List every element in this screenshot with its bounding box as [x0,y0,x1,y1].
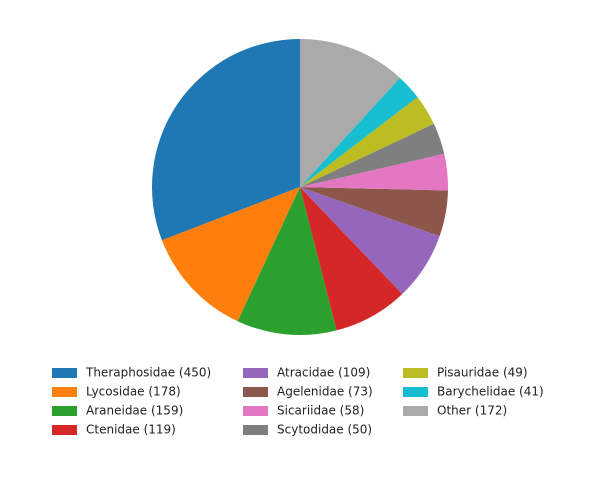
legend-label: Agelenidae (73) [277,385,373,399]
pie-slice [161,187,300,322]
pie-slice [300,187,448,237]
pie-slice [237,187,337,336]
legend-swatch [403,387,428,397]
legend-label: Pisauridae (49) [437,366,528,380]
legend-swatch [52,368,77,378]
legend-swatch [243,425,268,435]
legend-label: Other (172) [437,404,507,418]
pie-slice [300,187,403,331]
legend-label: Theraphosidae (450) [85,366,211,380]
legend-label: Barychelidae (41) [437,385,544,399]
legend-swatch [403,406,428,416]
legend-swatch [403,368,428,378]
pie-slice [300,153,448,191]
pie-slice [300,77,418,187]
legend-label: Araneidae (159) [86,404,183,418]
pie-slice [300,39,400,187]
legend-label: Lycosidae (178) [86,385,181,399]
legend-swatch [52,406,77,416]
pie-slice [152,39,300,241]
legend-swatch [52,425,77,435]
pie-slice [300,123,445,187]
legend-label: Atracidae (109) [277,366,370,380]
legend-label: Ctenidae (119) [86,423,176,437]
legend-swatch [243,406,268,416]
legend-swatch [243,387,268,397]
legend-label: Sicariidae (58) [277,404,364,418]
pie-slice [300,97,434,187]
pie-slice [300,187,440,294]
legend-swatch [243,368,268,378]
legend-label: Scytodidae (50) [277,423,372,437]
legend-swatch [52,387,77,397]
